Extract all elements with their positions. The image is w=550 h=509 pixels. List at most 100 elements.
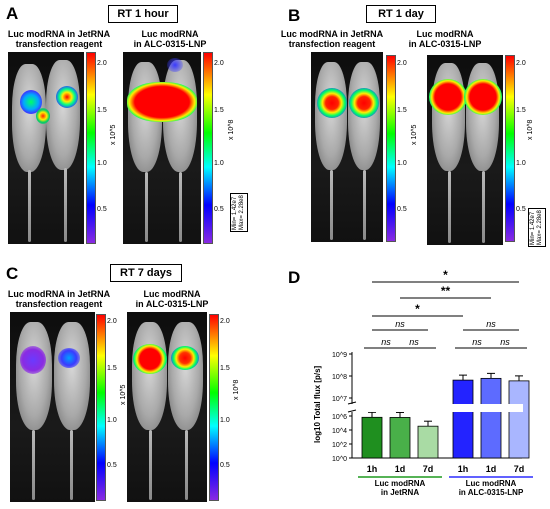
panel-letter-b: B [288, 6, 301, 25]
bar-7d [508, 380, 530, 459]
panel-b-left-image [311, 52, 383, 242]
bar-1d [480, 377, 502, 459]
colorbar-tick: 1.0 [516, 160, 526, 167]
panel-c-right-caption: Luc modRNA in ALC-0315-LNP [135, 289, 209, 309]
luminescence-signal [429, 79, 467, 115]
group-label: Luc modRNA [375, 479, 426, 488]
significance-label: ns [472, 337, 482, 347]
colorbar-tick: 1.0 [397, 160, 407, 167]
colorbar-tick: 0.5 [220, 462, 230, 469]
mouse-tail [330, 170, 333, 240]
panel-letter-c: C [6, 264, 19, 283]
panel-b-left-caption: Luc modRNA in JetRNA transfection reagen… [280, 29, 384, 49]
panel-b-left-colorbar [386, 55, 396, 242]
flux-bar-chart: log10 Total flux [p/s] 10^9 10^8 10^7 10^6 10… [313, 268, 533, 497]
panel-a-left-caption: Luc modRNA in JetRNA transfection reagen… [7, 29, 111, 49]
colorbar-tick: 1.5 [220, 365, 230, 372]
panel-letter-a: A [6, 4, 19, 23]
axis-break-mark [347, 409, 357, 413]
colorbar-tick: 1.5 [214, 107, 224, 114]
panel-c-left-caption: Luc modRNA in JetRNA transfection reagen… [7, 289, 111, 309]
significance-label: ns [395, 319, 405, 329]
y-tick-label: 10^9 [332, 352, 347, 359]
axis-break-mark [347, 401, 357, 405]
luminescence-signal [133, 344, 167, 374]
colorbar-tick: 0.5 [214, 206, 224, 213]
luminescence-signal [171, 346, 199, 370]
significance-label: ns [486, 319, 496, 329]
y-tick-label: 10^2 [332, 442, 347, 449]
colorbar-tick: 1.0 [214, 160, 224, 167]
colorbar-unit: x 10^5 [110, 124, 117, 145]
panel-a-left-colorbar [86, 52, 96, 244]
panel-b-right-colorbar [505, 55, 515, 242]
significance-label: ns [500, 337, 510, 347]
y-tick-label: 10^0 [332, 456, 347, 463]
axis-break [348, 404, 523, 412]
panel-c-left-colorbar [96, 314, 106, 501]
x-tick-label: 1d [395, 464, 406, 474]
colorbar-tick: 2.0 [214, 60, 224, 67]
x-tick-label: 1d [486, 464, 497, 474]
colorbar-tick: 2.0 [397, 60, 407, 67]
mouse-tail [28, 170, 31, 242]
panel-b-minmax: Min= 1.42e7 Max= 2.28e8 [528, 208, 546, 247]
bar-1h [361, 416, 383, 459]
panel-c-title: RT 7 days [110, 264, 182, 282]
panel-b-title: RT 1 day [366, 5, 436, 23]
bar-1d [389, 417, 411, 459]
significance-label: * [443, 268, 448, 282]
x-tick-label: 7d [423, 464, 434, 474]
panel-c-left-image [10, 312, 95, 502]
luminescence-signal [464, 79, 502, 115]
colorbar-tick: 2.0 [107, 318, 117, 325]
panel-letter-d: D [288, 268, 301, 287]
mouse-tail [64, 168, 67, 242]
mouse [16, 322, 52, 430]
y-tick-label: 10^8 [332, 374, 347, 381]
mouse-tail [149, 430, 152, 500]
colorbar-tick: 0.5 [97, 206, 107, 213]
y-tick-label: 10^6 [332, 414, 347, 421]
luminescence-signal [36, 108, 50, 124]
panel-a-title: RT 1 hour [108, 5, 178, 23]
panel-a-right-colorbar [203, 52, 213, 244]
y-axis-label: log10 Total flux [p/s] [313, 365, 322, 443]
panel-c-right-colorbar [209, 314, 219, 501]
colorbar-tick: 0.5 [516, 206, 526, 213]
colorbar-tick: 1.0 [220, 417, 230, 424]
colorbar-tick: 2.0 [516, 60, 526, 67]
significance-label: ns [381, 337, 391, 347]
mouse [168, 322, 203, 430]
panel-a-right-image [123, 52, 201, 244]
significance-label: * [415, 302, 420, 316]
group-label: in ALC-0315-LNP [459, 488, 524, 497]
colorbar-unit: x 10^8 [228, 119, 235, 140]
panel-a-left-image [8, 52, 84, 244]
x-tick-label: 1h [458, 464, 469, 474]
panel-b-right-caption: Luc modRNA in ALC-0315-LNP [408, 29, 482, 49]
mouse-tail [482, 171, 485, 243]
mouse-tail [70, 430, 73, 500]
colorbar-unit: x 10^8 [527, 119, 534, 140]
mouse-tail [145, 172, 148, 242]
significance-label: ** [441, 284, 451, 298]
colorbar-tick: 2.0 [97, 60, 107, 67]
luminescence-signal [20, 346, 46, 374]
luminescence-signal [58, 348, 80, 368]
bar-7d [417, 425, 439, 459]
mouse-tail [363, 170, 366, 240]
colorbar-tick: 1.0 [97, 160, 107, 167]
luminescence-signal [317, 88, 347, 118]
colorbar-unit: x 10^5 [120, 384, 127, 405]
luminescence-signal [20, 90, 42, 114]
y-tick-label: 10^4 [332, 428, 347, 435]
colorbar-tick: 1.5 [516, 107, 526, 114]
colorbar-tick: 0.5 [107, 462, 117, 469]
group-label: in JetRNA [381, 488, 419, 497]
mouse [46, 60, 80, 170]
panel-a-minmax: Min= 1.42e7 Max= 2.28e8 [230, 193, 248, 232]
x-tick-label: 1h [367, 464, 378, 474]
significance-label: ns [409, 337, 419, 347]
bar-1h [452, 379, 474, 459]
